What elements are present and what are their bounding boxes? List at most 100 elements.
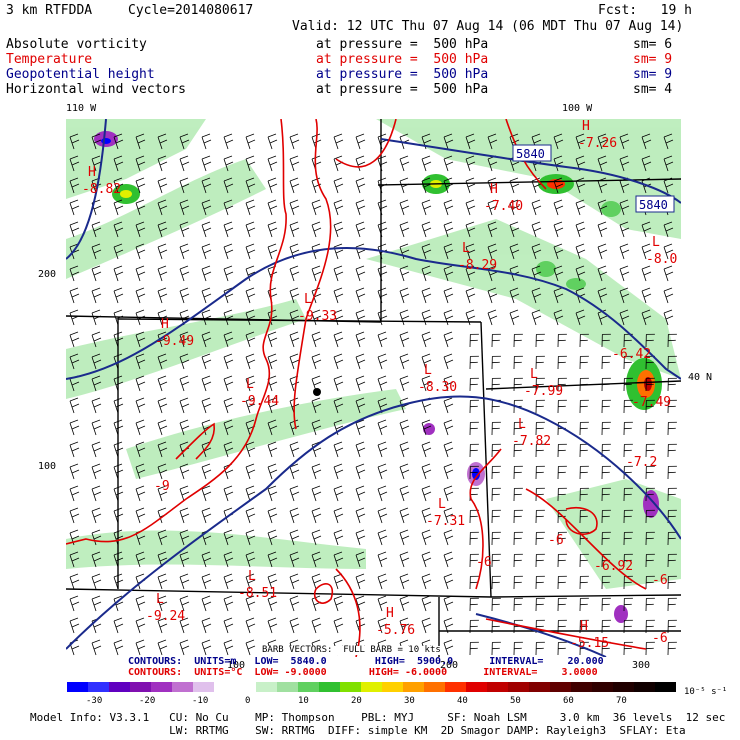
temp-low-value-10: -9.24 bbox=[146, 609, 186, 624]
field-sm-geopotential: sm= 9 bbox=[633, 67, 673, 82]
legend-swatch bbox=[235, 682, 256, 692]
temp-low-marker-9: L bbox=[248, 569, 256, 584]
legend-tick-label: 70 bbox=[616, 696, 627, 706]
temp-low-marker-3: L bbox=[424, 363, 432, 378]
legend-swatch bbox=[571, 682, 592, 692]
legend-swatch bbox=[214, 682, 235, 692]
height-label-5840-b: 5840 bbox=[639, 198, 668, 212]
temp-low-value-8: -7.31 bbox=[426, 514, 466, 529]
legend-units: 10⁻⁵ s⁻¹ bbox=[684, 687, 728, 697]
legend-swatch bbox=[130, 682, 151, 692]
color-legend bbox=[67, 682, 676, 692]
forecast-hour: Fcst: 19 h bbox=[598, 3, 692, 18]
temp-low-marker-6: L bbox=[530, 367, 538, 382]
legend-swatch bbox=[172, 682, 193, 692]
legend-swatch bbox=[382, 682, 403, 692]
temp-low-value-4: -8.29 bbox=[458, 258, 498, 273]
temp-high-value-6: -5.15 bbox=[570, 636, 610, 651]
temp-low-value-2: -9.44 bbox=[240, 394, 280, 409]
temp-high-marker-4: H bbox=[582, 119, 590, 134]
location-marker bbox=[313, 388, 321, 396]
field-sm-temperature: sm= 9 bbox=[633, 52, 673, 67]
field-name-vorticity: Absolute vorticity bbox=[6, 37, 147, 52]
temp-low-value-3: -8.30 bbox=[418, 380, 458, 395]
legend-tick-label: -10 bbox=[192, 696, 209, 706]
field-name-wind: Horizontal wind vectors bbox=[6, 82, 187, 97]
temp-value-minus-6-d: -6 bbox=[652, 631, 668, 646]
temp-low-marker-8: L bbox=[438, 497, 446, 512]
temp-value-minus-6-92: -6.92 bbox=[594, 559, 634, 574]
x-tick-100: 100 bbox=[227, 660, 246, 671]
legend-tick-label: -30 bbox=[86, 696, 103, 706]
legend-swatch bbox=[403, 682, 424, 692]
legend-tick-label: 50 bbox=[510, 696, 521, 706]
temp-value-minus-7-2: -7.2 bbox=[626, 455, 658, 470]
temp-high-marker-3: H bbox=[490, 182, 498, 197]
legend-swatch bbox=[550, 682, 571, 692]
legend-swatch bbox=[340, 682, 361, 692]
field-level-vorticity: at pressure = 500 hPa bbox=[316, 37, 489, 52]
temp-low-marker-7: L bbox=[518, 417, 526, 432]
legend-swatch bbox=[88, 682, 109, 692]
barb-note: BARB VECTORS: FULL BARB = 10 kts bbox=[262, 645, 441, 655]
lon-label-100w: 100 W bbox=[562, 103, 593, 114]
valid-time: Valid: 12 UTC Thu 07 Aug 14 (06 MDT Thu … bbox=[292, 19, 684, 34]
temp-value-minus-6-c: -6 bbox=[652, 573, 668, 588]
field-sm-vorticity: sm= 6 bbox=[633, 37, 673, 52]
temp-low-marker-5: L bbox=[652, 235, 660, 250]
temp-low-marker-2: L bbox=[246, 377, 254, 392]
y-tick-200: 200 bbox=[38, 269, 57, 280]
temp-high-value-1: -8.82 bbox=[82, 182, 122, 197]
height-label-box-1 bbox=[512, 144, 552, 162]
temp-value-minus-6-a: -6 bbox=[476, 555, 492, 570]
field-level-geopotential: at pressure = 500 hPa bbox=[316, 67, 489, 82]
temp-high-marker-5: H bbox=[386, 606, 394, 621]
y-tick-100: 100 bbox=[38, 461, 57, 472]
legend-tick-label: 60 bbox=[563, 696, 574, 706]
legend-swatch bbox=[361, 682, 382, 692]
temp-low-value-9: -8.51 bbox=[238, 586, 278, 601]
legend-swatch bbox=[445, 682, 466, 692]
state-boundaries bbox=[66, 119, 681, 657]
weather-map bbox=[66, 119, 681, 657]
legend-swatch bbox=[508, 682, 529, 692]
legend-tick-label: 40 bbox=[457, 696, 468, 706]
contours-temp-info: CONTOURS: UNITS=°C LOW= -9.0000 HIGH= -6… bbox=[128, 667, 598, 678]
legend-swatch bbox=[466, 682, 487, 692]
legend-swatch bbox=[151, 682, 172, 692]
temp-value-minus-7-49: -7.49 bbox=[632, 395, 672, 410]
model-info-line-1: Model Info: V3.3.1 CU: No Cu MP: Thompso… bbox=[30, 711, 726, 724]
temp-high-value-2: -9.49 bbox=[155, 334, 195, 349]
legend-swatch bbox=[634, 682, 655, 692]
contours-height-info: CONTOURS: UNITS=m LOW= 5840.0 HIGH= 5900… bbox=[128, 656, 604, 667]
temp-high-marker-2: H bbox=[161, 317, 169, 332]
lat-label-40n: 40 N bbox=[688, 372, 713, 383]
temp-low-value-7: -7.82 bbox=[512, 434, 552, 449]
temp-high-value-3: -7.40 bbox=[484, 199, 524, 214]
temp-high-marker-6: H bbox=[580, 619, 588, 634]
field-level-temperature: at pressure = 500 hPa bbox=[316, 52, 489, 67]
temp-low-marker-10: L bbox=[156, 592, 164, 607]
temp-high-value-4: -7.26 bbox=[578, 136, 618, 151]
legend-swatch bbox=[424, 682, 445, 692]
field-sm-wind: sm= 4 bbox=[633, 82, 673, 97]
temp-value-minus-6-42: -6.42 bbox=[612, 347, 652, 362]
legend-swatch bbox=[613, 682, 634, 692]
temp-value-minus-9: -9 bbox=[154, 479, 170, 494]
legend-swatch bbox=[67, 682, 88, 692]
x-tick-300: 300 bbox=[632, 660, 651, 671]
legend-swatch bbox=[256, 682, 277, 692]
height-label-5840-a: 5840 bbox=[516, 147, 545, 161]
temp-low-value-1: -9.33 bbox=[298, 309, 338, 324]
model-title: 3 km RTFDDA bbox=[6, 3, 93, 18]
temp-value-minus-6-b: -6 bbox=[548, 533, 564, 548]
field-level-wind: at pressure = 500 hPa bbox=[316, 82, 489, 97]
geopotential-contours bbox=[66, 119, 681, 657]
temp-low-value-5: -8.0 bbox=[646, 252, 678, 267]
legend-tick-label: 30 bbox=[404, 696, 415, 706]
legend-tick-label: 20 bbox=[351, 696, 362, 706]
legend-swatch bbox=[298, 682, 319, 692]
legend-swatch bbox=[319, 682, 340, 692]
cycle-label: Cycle=2014080617 bbox=[128, 3, 254, 18]
legend-tick-label: 10 bbox=[298, 696, 309, 706]
